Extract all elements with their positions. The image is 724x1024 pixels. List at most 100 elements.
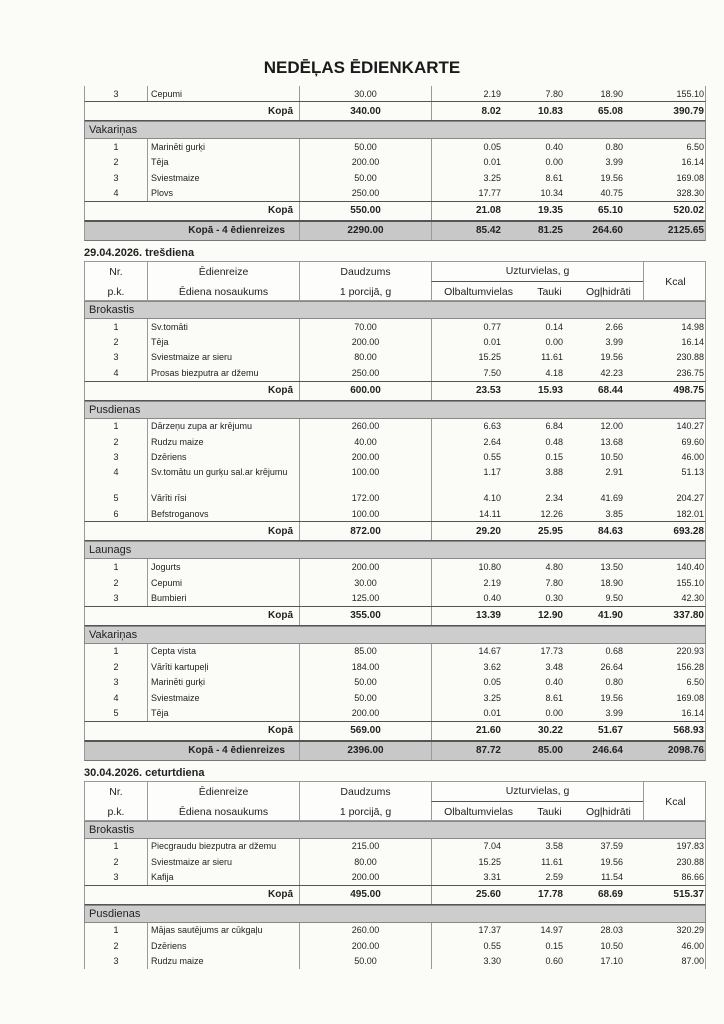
- cell-qty: 80.00: [299, 853, 431, 870]
- total-carbs: 51.67: [597, 725, 623, 737]
- cell-protein: 3.62: [431, 659, 501, 675]
- cell-carbs: 13.68: [600, 436, 623, 447]
- header-nr: Nr. p.k.: [85, 262, 147, 302]
- cell-name: Dzēriens: [147, 449, 299, 465]
- cell-nr: 3: [113, 451, 119, 462]
- cell-name: Vārīti rīsi: [147, 490, 299, 507]
- cell-protein: 0.05: [431, 139, 501, 155]
- menu-document: 3 Cepumi 30.00 2.19 7.80 18.90 155.10 Kopā 340.0…: [84, 86, 706, 969]
- cell-qty: 250.00: [299, 365, 431, 381]
- table-row: 2 Tēja 200.00 0.01 0.00 3.99 16.14: [84, 154, 706, 171]
- table-row: 5 Tēja 200.00 0.01 0.00 3.99 16.14: [84, 705, 706, 721]
- meal-section-header: Pusdienas: [84, 400, 706, 419]
- cell-nr: 4: [113, 466, 119, 477]
- cell-nr: 3: [113, 677, 119, 688]
- cell-fat: 7.80: [545, 577, 563, 588]
- cell-name: Plovs: [147, 185, 299, 201]
- cell-kcal: 328.30: [676, 188, 704, 199]
- cell-nr: 2: [113, 157, 119, 168]
- cell-name: Piecgraudu biezputra ar džemu: [147, 838, 299, 854]
- header-porcija: 1 porcijā, g: [339, 285, 392, 298]
- cell-protein: 0.77: [431, 318, 501, 335]
- table-row: 3 Sviestmaize ar sieru 80.00 15.25 11.61 19.5…: [84, 349, 706, 366]
- cell-name: Tēja: [147, 154, 299, 171]
- table-header: Nr. p.k. Ēdienreize Ēdiena nosaukums Daudzum…: [84, 780, 706, 822]
- cell-qty: 40.00: [299, 433, 431, 450]
- table-row: 1 Dārzeņu zupa ar krējumu 260.00 6.63 6.84 12…: [84, 418, 706, 434]
- cell-nr: 1: [113, 646, 119, 657]
- cell-name: Sv.tomāti: [147, 318, 299, 335]
- cell-qty: 50.00: [299, 139, 431, 155]
- cell-fat: 6.84: [545, 421, 563, 432]
- total-label: Kopā: [268, 889, 293, 901]
- cell-qty: 250.00: [299, 185, 431, 201]
- page-title: NEDĒĻAS ĒDIENKARTE: [263, 58, 461, 77]
- cell-fat: 2.59: [545, 872, 563, 883]
- cell-qty: 200.00: [299, 705, 431, 721]
- cell-carbs: 37.59: [600, 841, 623, 852]
- cell-fat: 14.97: [540, 925, 563, 936]
- cell-protein: 7.04: [431, 838, 501, 854]
- cell-protein: 2.19: [431, 574, 501, 591]
- cell-qty: 125.00: [299, 590, 431, 606]
- header-olbaltumvielas: Olbaltumvielas: [444, 285, 513, 298]
- cell-protein: 3.25: [431, 170, 501, 186]
- table-row: 3 Marinēti gurķi 50.00 0.05 0.40 0.80 6.50: [84, 674, 706, 690]
- cell-protein: 0.05: [431, 674, 501, 690]
- cell-qty: 50.00: [299, 689, 431, 706]
- cell-name: Dzēriens: [147, 938, 299, 954]
- total-qty: 495.00: [299, 885, 431, 904]
- cell-nr: 5: [113, 707, 119, 718]
- total-kcal: 390.79: [673, 105, 704, 117]
- grand-fat: 85.00: [537, 745, 563, 757]
- cell-qty: 80.00: [299, 349, 431, 366]
- cell-kcal: 236.75: [676, 367, 704, 378]
- cell-qty: 200.00: [299, 559, 431, 575]
- day-grand-total-row: Kopā - 4 ēdienreizes 2290.00 85.42 81.25 264…: [84, 220, 706, 241]
- header-tauki: Tauki: [537, 285, 562, 298]
- day-grand-total-row: Kopā - 4 ēdienreizes 2396.00 87.72 85.00 246…: [84, 740, 706, 761]
- cell-kcal: 16.14: [681, 707, 704, 718]
- cell-kcal: 16.14: [681, 157, 704, 168]
- meal-total-row: Kopā 872.00 29.20 25.95 84.63 693.28: [84, 521, 706, 542]
- cell-carbs: 13.50: [600, 562, 623, 573]
- cell-fat: 3.48: [545, 661, 563, 672]
- day-heading: 30.04.2026. ceturtdiena: [84, 766, 205, 779]
- meal-total-row: Kopā 569.00 21.60 30.22 51.67 568.93: [84, 720, 706, 741]
- header-uzturvielas: Uzturvielas, g: [431, 261, 643, 282]
- total-protein: 21.08: [431, 201, 501, 220]
- cell-name: Bumbieri: [147, 590, 299, 606]
- total-fat: 12.90: [537, 610, 563, 622]
- cell-kcal: 6.50: [686, 677, 704, 688]
- cell-carbs: 26.64: [600, 661, 623, 672]
- cell-protein: 2.64: [431, 433, 501, 450]
- cell-carbs: 0.80: [605, 677, 623, 688]
- total-protein: 23.53: [431, 381, 501, 400]
- header-pk-label: p.k.: [107, 285, 125, 298]
- table-row: 4 Sv.tomātu un gurķu sal.ar krējumu 100.00…: [84, 464, 706, 491]
- total-fat: 19.35: [537, 205, 563, 217]
- cell-protein: 0.01: [431, 154, 501, 171]
- cell-protein: 1.17: [431, 464, 501, 491]
- cell-kcal: 86.66: [681, 872, 704, 883]
- cell-carbs: 10.50: [600, 940, 623, 951]
- cell-qty: 30.00: [299, 86, 431, 102]
- cell-fat: 4.80: [545, 562, 563, 573]
- table-row: 3 Bumbieri 125.00 0.40 0.30 9.50 42.30: [84, 590, 706, 606]
- cell-nr: 3: [113, 872, 119, 883]
- total-kcal: 568.93: [673, 725, 704, 737]
- cell-protein: 14.11: [431, 506, 501, 522]
- grand-total-label: Kopā - 4 ēdienreizes: [188, 225, 285, 237]
- total-label: Kopā: [268, 525, 293, 537]
- cell-nr: 2: [113, 856, 119, 867]
- cell-kcal: 197.83: [676, 841, 704, 852]
- total-label: Kopā: [268, 725, 293, 737]
- cell-kcal: 204.27: [676, 493, 704, 504]
- total-qty: 340.00: [299, 102, 431, 121]
- meal-section-header: Pusdienas: [84, 904, 706, 923]
- total-kcal: 498.75: [673, 385, 704, 397]
- cell-carbs: 10.50: [600, 451, 623, 462]
- total-protein: 13.39: [431, 606, 501, 625]
- header-name: Ēdienreize Ēdiena nosaukums: [147, 781, 299, 822]
- total-protein: 8.02: [431, 102, 501, 121]
